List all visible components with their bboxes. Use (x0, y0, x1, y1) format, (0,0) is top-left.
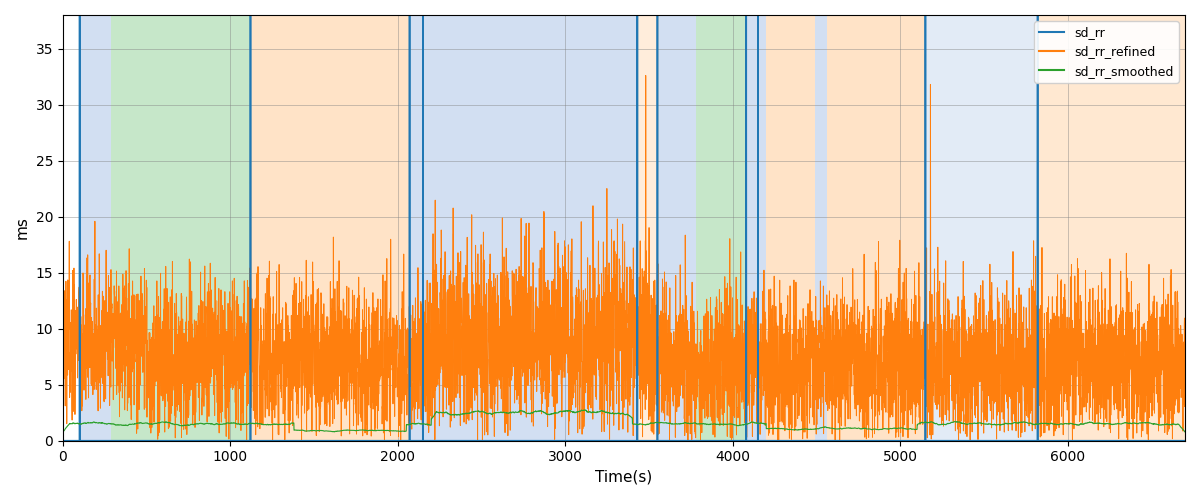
sd_rr_refined (1110, 373, 1124, 379)
sd_rr_smoothed (454, 411, 468, 417)
Bar (112, 15, 251, 440)
sd_rr_smoothed (935, 421, 949, 427)
Bar (659, 15, 696, 440)
sd_rr_refined (935, 378, 949, 384)
sd_rr_refined (1177, 392, 1192, 398)
Bar (767, 15, 815, 440)
Bar (409, 15, 431, 440)
sd_rr (55, 438, 70, 444)
Y-axis label: ms: ms (16, 216, 30, 240)
Bar (925, 15, 946, 440)
Legend: sd_rr, sd_rr_refined, sd_rr_smoothed: sd_rr, sd_rr_refined, sd_rr_smoothed (1034, 21, 1178, 82)
sd_rr (84, 438, 98, 444)
sd_rr (454, 438, 468, 444)
sd_rr_smoothed (55, 429, 70, 435)
sd_rr_refined (918, 51, 932, 57)
sd_rr (227, 438, 241, 444)
Bar (79, 15, 112, 440)
sd_rr (1110, 438, 1124, 444)
sd_rr_refined (55, 297, 70, 303)
sd_rr_smoothed (1110, 420, 1124, 426)
Bar (637, 15, 659, 440)
Bar (696, 15, 746, 440)
Line: sd_rr_refined: sd_rr_refined (62, 54, 1184, 440)
sd_rr_refined (952, 438, 966, 444)
Bar (827, 15, 925, 440)
Bar (1038, 15, 1186, 440)
X-axis label: Time(s): Time(s) (595, 470, 653, 485)
Line: sd_rr_smoothed: sd_rr_smoothed (62, 410, 1184, 432)
Line: sd_rr: sd_rr (62, 15, 1184, 440)
sd_rr (935, 438, 949, 444)
sd_rr (1078, 438, 1092, 444)
Bar (746, 15, 767, 440)
sd_rr (1177, 438, 1192, 444)
sd_rr (72, 12, 86, 18)
Bar (431, 15, 637, 440)
sd_rr_smoothed (1078, 420, 1092, 426)
Bar (815, 15, 827, 440)
Bar (251, 15, 294, 440)
sd_rr_refined (84, 364, 98, 370)
sd_rr_refined (1079, 268, 1093, 274)
Bar (294, 15, 409, 440)
sd_rr_refined (227, 292, 241, 298)
sd_rr_smoothed (227, 420, 241, 426)
sd_rr_smoothed (84, 420, 98, 426)
Bar (946, 15, 1038, 440)
sd_rr_smoothed (577, 407, 592, 413)
sd_rr_refined (454, 248, 468, 254)
sd_rr_smoothed (1177, 429, 1192, 435)
